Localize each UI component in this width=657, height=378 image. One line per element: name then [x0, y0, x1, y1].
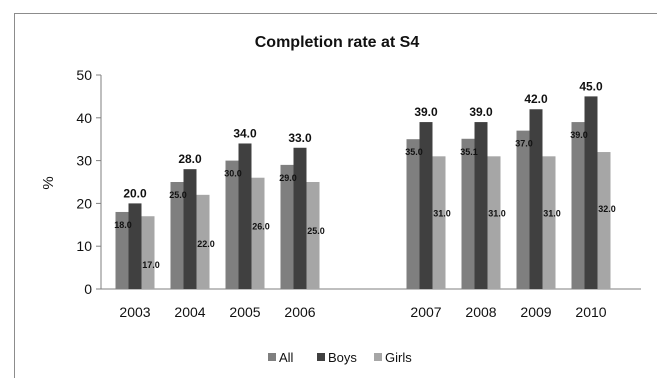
data-label-boys: 42.0: [524, 92, 548, 106]
bar-girls: [542, 156, 556, 289]
y-axis-label: %: [40, 176, 57, 189]
bar-girls: [141, 216, 155, 289]
bar-girls: [597, 152, 611, 289]
bar-all: [571, 122, 585, 289]
chart-title: Completion rate at S4: [255, 34, 420, 51]
data-label-all: 35.1: [460, 147, 478, 157]
bar-girls: [306, 182, 320, 289]
bar-boys: [474, 122, 488, 289]
legend-swatch-girls: [374, 353, 382, 361]
bar-boys: [238, 143, 252, 289]
legend: All Boys Girls: [268, 350, 412, 365]
bar-boys: [584, 96, 598, 290]
legend-label-girls: Girls: [385, 350, 412, 365]
data-label-all: 25.0: [169, 190, 187, 200]
data-labels: 20.0 18.0 17.0 28.0 25.0 22.0 34.0 30.0 26.0 33.0…: [114, 79, 616, 270]
data-label-boys: 20.0: [123, 186, 147, 200]
data-label-all: 39.0: [570, 130, 588, 140]
bar-all: [225, 160, 239, 289]
bar-all: [115, 211, 129, 289]
x-tick-label: 2010: [575, 304, 606, 320]
data-label-girls: 25.0: [307, 226, 325, 236]
bar-boys: [529, 109, 543, 290]
y-tick-label: 30: [76, 153, 92, 169]
data-label-girls: 31.0: [433, 208, 451, 218]
bar-boys: [293, 147, 307, 289]
data-label-boys: 33.0: [288, 131, 312, 145]
data-label-girls: 31.0: [488, 208, 506, 218]
x-tick-label: 2006: [284, 304, 315, 320]
bar-girls: [487, 156, 501, 289]
y-tick-label: 40: [76, 110, 92, 126]
data-label-boys: 45.0: [579, 79, 603, 93]
y-tick-label: 50: [76, 67, 92, 83]
x-tick-label: 2005: [229, 304, 260, 320]
bar-boys: [128, 203, 142, 289]
data-label-all: 29.0: [279, 173, 297, 183]
legend-label-all: All: [279, 350, 294, 365]
data-label-boys: 28.0: [178, 152, 202, 166]
data-label-all: 18.0: [114, 220, 132, 230]
y-tick-label: 0: [84, 281, 92, 297]
x-tick-label: 2004: [174, 304, 205, 320]
data-label-girls: 22.0: [197, 239, 215, 249]
bar-girls: [196, 194, 210, 289]
bar-all: [406, 139, 420, 289]
chart-frame: [14, 13, 657, 378]
bar-boys: [183, 169, 197, 289]
data-label-girls: 32.0: [598, 204, 616, 214]
data-label-all: 37.0: [515, 139, 533, 149]
axes: 0 10 20 30 40 50 2003 2004 2005 2006 2007 2008 2009 2…: [76, 67, 641, 320]
bar-all: [461, 138, 475, 289]
bar-all: [170, 182, 184, 289]
x-tick-label: 2008: [465, 304, 496, 320]
data-label-all: 30.0: [224, 169, 242, 179]
data-label-all: 35.0: [405, 147, 423, 157]
data-label-girls: 17.0: [142, 260, 160, 270]
bar-all: [516, 130, 530, 289]
x-tick-label: 2003: [119, 304, 150, 320]
legend-label-boys: Boys: [328, 350, 357, 365]
data-label-boys: 34.0: [233, 126, 257, 140]
data-label-boys: 39.0: [414, 105, 438, 119]
bar-girls: [432, 156, 446, 289]
data-label-girls: 31.0: [543, 208, 561, 218]
legend-swatch-all: [268, 353, 276, 361]
x-tick-label: 2007: [410, 304, 441, 320]
bar-boys: [419, 122, 433, 289]
x-tick-label: 2009: [520, 304, 551, 320]
y-tick-label: 10: [76, 238, 92, 254]
bars: [115, 96, 611, 290]
bar-girls: [251, 177, 265, 289]
data-label-boys: 39.0: [469, 105, 493, 119]
legend-swatch-boys: [317, 353, 325, 361]
data-label-girls: 26.0: [252, 222, 270, 232]
y-tick-label: 20: [76, 195, 92, 211]
bar-all: [280, 164, 294, 289]
